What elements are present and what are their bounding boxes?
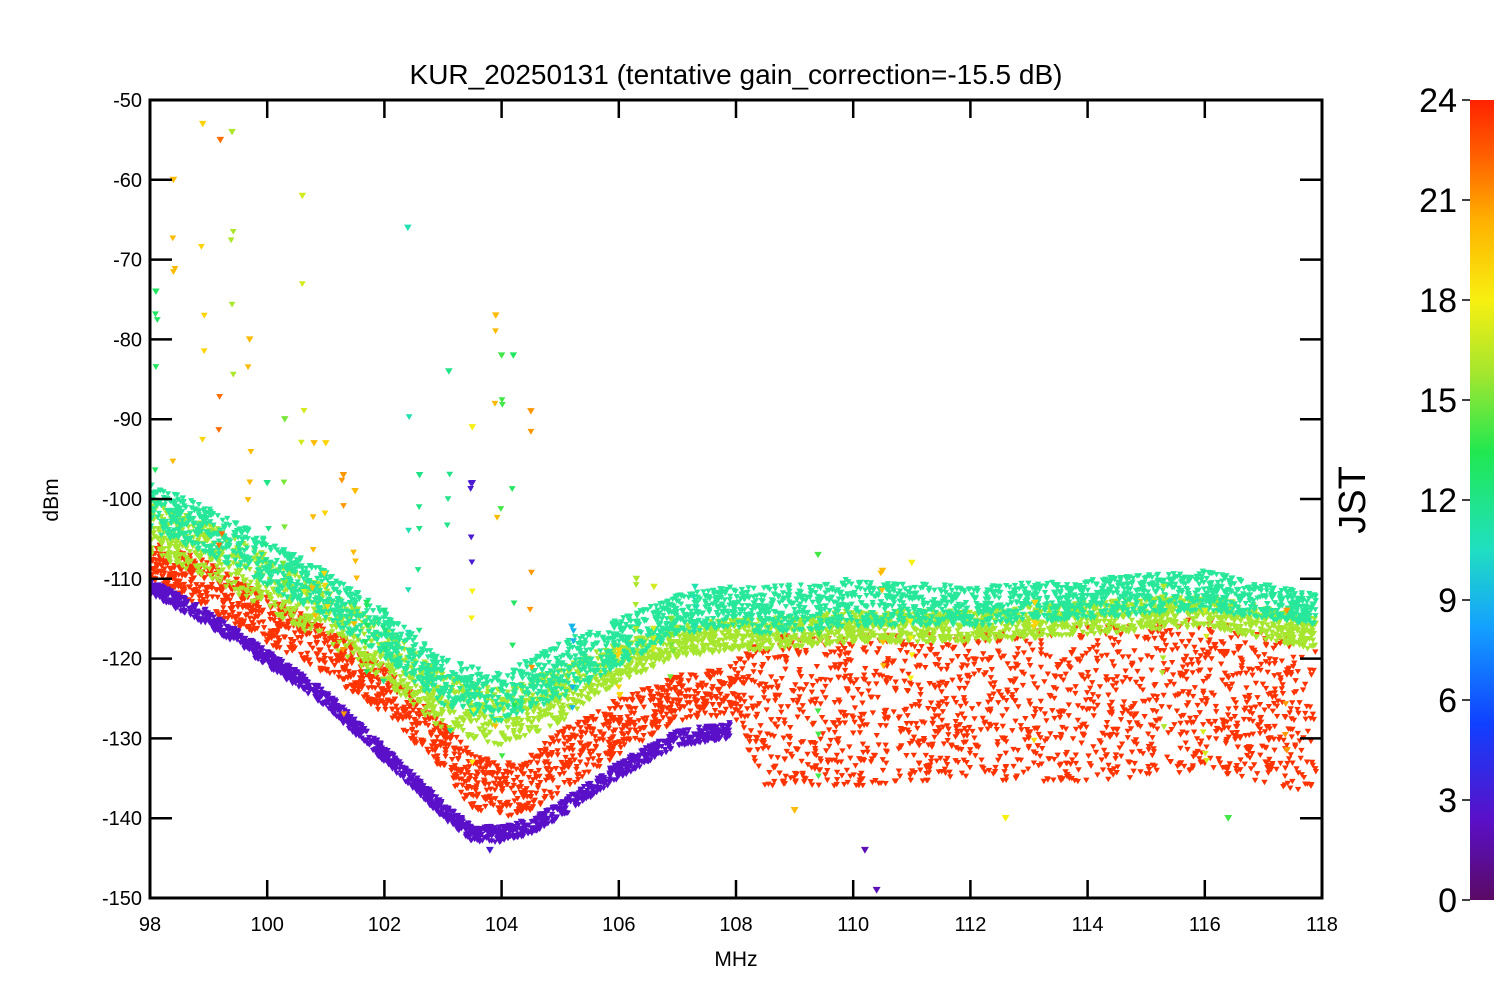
plot-frame (148, 98, 1324, 900)
spike-marker (568, 623, 577, 711)
colorbar-tick-label: 15 (1419, 382, 1457, 420)
y-tick-label: -110 (103, 569, 142, 591)
outlier-point (1224, 815, 1233, 822)
x-tick-label: 98 (139, 914, 161, 936)
colorbar-tick-label: 9 (1438, 582, 1457, 620)
y-tick-label: -140 (102, 808, 142, 830)
x-tick-label: 108 (719, 914, 752, 936)
x-tick-label: 104 (485, 914, 518, 936)
series-markers (150, 482, 1319, 724)
spike-marker (666, 615, 677, 681)
spike-marker (227, 128, 237, 378)
y-tick-label: -50 (113, 90, 142, 112)
x-tick-label: 116 (1189, 914, 1221, 936)
spike-marker (907, 559, 916, 682)
data-layer (150, 120, 1320, 894)
x-axis-title: MHz (714, 948, 757, 971)
spike-marker (197, 120, 208, 443)
colorbar-tick-label: 24 (1419, 82, 1457, 120)
spike-marker (1158, 583, 1168, 730)
y-tick-label: -90 (113, 409, 142, 431)
colorbar-tick-label: 18 (1419, 282, 1457, 320)
x-ticks: 98 100 102 104 106 108 110 112 114 116 118 (139, 100, 1338, 936)
spike-marker (1030, 599, 1040, 744)
chart-title: KUR_20250131 (tentative gain_correction=… (410, 59, 1063, 90)
spike-marker (650, 583, 658, 653)
colorbar-tick-label: 21 (1419, 182, 1457, 220)
y-tick-label: -70 (113, 250, 142, 272)
outlier-point (860, 846, 869, 854)
spike-marker (467, 480, 477, 566)
y-tick-label: -130 (102, 728, 142, 750)
x-tick-label: 112 (954, 914, 986, 936)
spike-marker (379, 607, 389, 685)
y-tick-label: -60 (113, 170, 142, 192)
series-markers (150, 542, 1320, 819)
spike-marker (614, 647, 624, 699)
outlier-point (485, 846, 494, 854)
series-hour-22 (150, 542, 1320, 819)
spike-marker (526, 408, 536, 671)
x-tick-label: 110 (837, 914, 869, 936)
colorbar-title: JST (1332, 466, 1374, 534)
x-tick-label: 102 (368, 914, 401, 936)
colorbar-tick-label: 3 (1438, 782, 1457, 820)
spike-marker (690, 583, 701, 636)
x-tick-label: 118 (1306, 914, 1338, 936)
x-tick-label: 114 (1072, 914, 1104, 936)
colorbar-ticks: 24 21 18 15 12 9 6 3 0 (1419, 82, 1470, 920)
spike-marker (414, 472, 424, 634)
outlier-points (485, 807, 1233, 894)
spike-marker (297, 192, 308, 595)
spike-columns (151, 120, 1291, 780)
y-tick-label: -150 (102, 888, 142, 910)
y-tick-label: -120 (102, 649, 142, 671)
outlier-point (790, 807, 799, 814)
x-tick-label: 106 (602, 914, 635, 936)
colorbar-tick-label: 0 (1438, 882, 1457, 920)
outlier-point (872, 886, 881, 894)
spike-marker (508, 352, 518, 709)
y-tick-label: -80 (113, 329, 142, 351)
spike-marker (814, 551, 823, 780)
y-axis-title: dBm (40, 478, 63, 521)
colorbar (1470, 100, 1494, 900)
outlier-point (1001, 815, 1010, 822)
spike-marker (151, 288, 161, 474)
colorbar-tick-label: 12 (1419, 482, 1457, 520)
spike-marker (877, 567, 887, 670)
x-tick-label: 100 (251, 914, 284, 936)
y-tick-label: -100 (102, 489, 142, 511)
y-ticks: -50 -60 -70 -80 -90 -100 -110 -120 -130 -140 -150 (102, 90, 1322, 910)
spike-marker (244, 336, 255, 503)
spike-marker (404, 224, 413, 636)
spike-marker (215, 136, 226, 549)
colorbar-tick-label: 6 (1438, 682, 1457, 720)
spike-marker (169, 176, 179, 465)
spike-marker (491, 312, 501, 730)
series-hour-11 (150, 482, 1319, 724)
